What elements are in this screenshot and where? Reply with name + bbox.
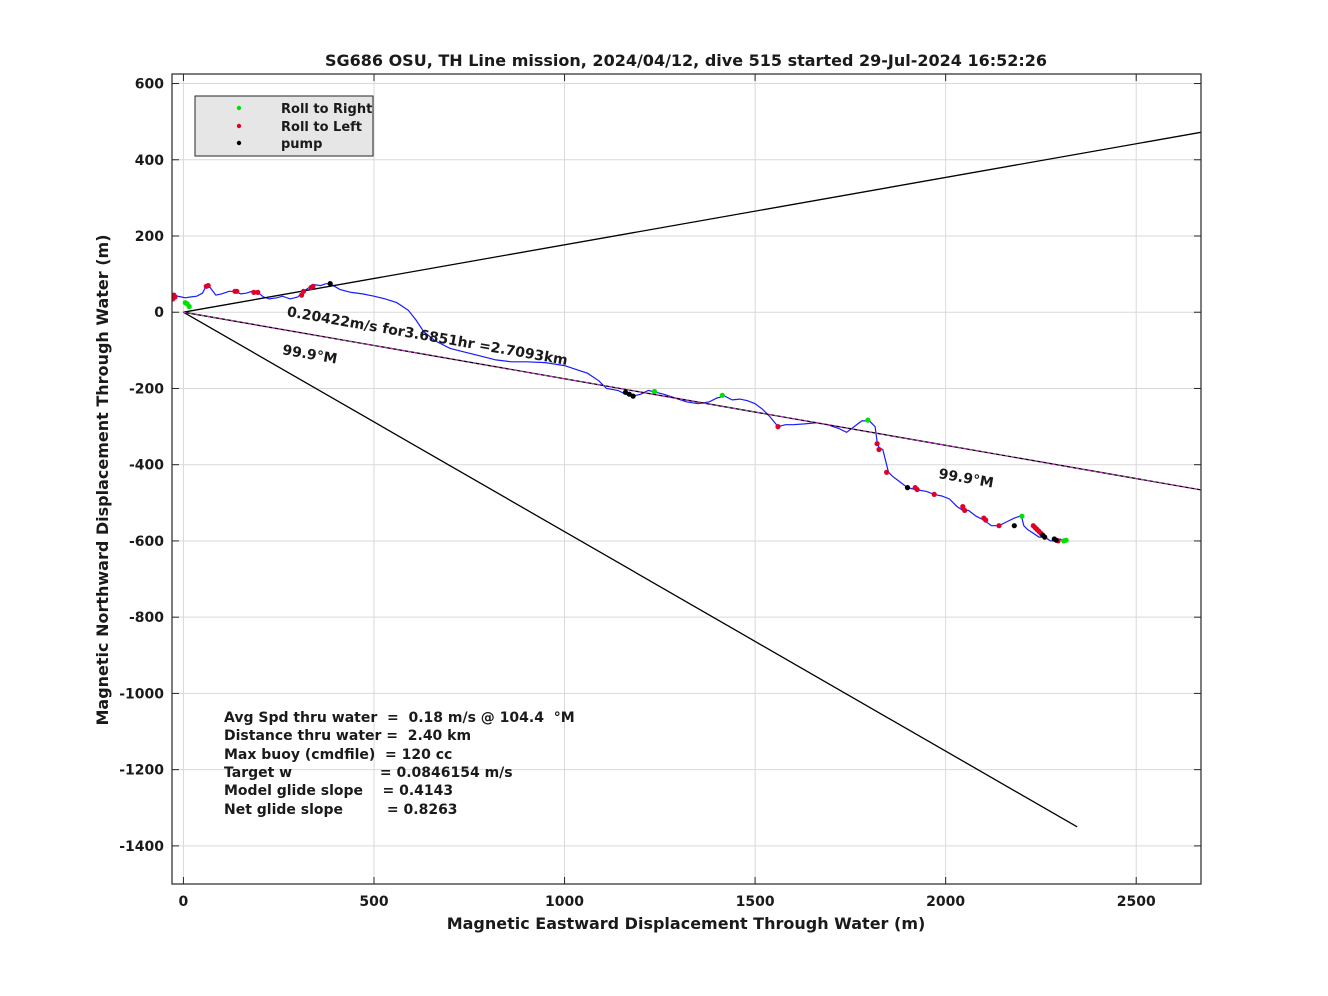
roll-right-marker <box>1019 513 1025 519</box>
pump-marker <box>630 393 636 399</box>
x-tick-label: 1000 <box>545 894 584 910</box>
stat-model-glide-slope: Model glide slope = 0.4143 <box>224 783 453 799</box>
y-tick-label: -400 <box>129 458 164 474</box>
pump-marker <box>904 485 911 491</box>
stat-target-w: Target w = 0.0846154 m/s <box>224 765 513 781</box>
chart-markers <box>172 281 1069 544</box>
legend-label-pump: pump <box>281 137 322 152</box>
y-tick-label: 400 <box>135 153 164 169</box>
annotations: 0.20422m/s for3.6851hr =2.7093km99.9°M99… <box>281 304 995 491</box>
stat-net-glide-slope: Net glide slope = 0.8263 <box>224 802 458 818</box>
y-tick-label: -600 <box>129 534 164 550</box>
y-axis-label: Magnetic Northward Displacement Through … <box>93 234 112 725</box>
x-axis-label: Magnetic Eastward Displacement Through W… <box>447 914 926 933</box>
reference-line <box>183 311 1201 491</box>
legend: Roll to Right Roll to Left pump <box>194 95 374 157</box>
roll-right-marker <box>865 417 871 423</box>
roll-left-marker <box>172 294 178 300</box>
y-tick-label: -800 <box>129 610 164 626</box>
plot-frame <box>171 73 1202 885</box>
pump-marker <box>1042 534 1048 540</box>
roll-left-marker <box>255 289 261 295</box>
reference-line <box>183 311 1078 828</box>
x-tick-label: 500 <box>359 894 388 910</box>
roll-left-marker <box>884 469 890 475</box>
stat-max-buoy: Max buoy (cmdfile) = 120 cc <box>224 747 452 763</box>
roll-left-marker <box>775 424 781 430</box>
y-tick-label: -1400 <box>119 839 164 855</box>
roll-left-marker <box>874 441 880 447</box>
chart-title: SG686 OSU, TH Line mission, 2024/04/12, … <box>325 51 1047 70</box>
legend-marker-pump <box>236 140 242 146</box>
legend-box <box>194 95 374 157</box>
roll-left-marker <box>962 507 968 513</box>
roll-left-marker <box>996 523 1002 529</box>
legend-marker-roll-right <box>236 105 242 111</box>
x-tick-label: 2500 <box>1117 894 1156 910</box>
pump-marker <box>1053 537 1059 543</box>
roll-right-marker <box>719 392 725 398</box>
roll-right-marker <box>1063 537 1069 543</box>
y-tick-label: 600 <box>135 77 164 93</box>
annotation-label: 99.9°M <box>281 342 338 367</box>
stat-avg-speed: Avg Spd thru water = 0.18 m/s @ 104.4 °M <box>224 710 575 726</box>
roll-left-marker <box>234 288 240 294</box>
y-tick-label: -1200 <box>119 763 164 779</box>
legend-label-roll-right: Roll to Right <box>281 102 372 117</box>
legend-marker-roll-left <box>236 123 242 129</box>
roll-right-marker <box>186 303 192 310</box>
roll-left-marker <box>876 446 882 453</box>
y-tick-label: 0 <box>154 305 164 321</box>
x-tick-label: 2000 <box>926 894 965 910</box>
legend-label-roll-left: Roll to Left <box>281 120 362 135</box>
roll-left-marker <box>300 288 307 294</box>
y-tick-label: 200 <box>135 229 164 245</box>
axis-ticks: 0 500 1000 1500 2000 25006004002000-200-400-6… <box>119 74 1201 910</box>
x-tick-label: 0 <box>179 894 189 910</box>
pump-marker <box>327 281 333 287</box>
reference-line <box>183 131 1201 313</box>
roll-left-marker <box>251 289 257 295</box>
pump-marker <box>1011 523 1017 529</box>
stat-distance: Distance thru water = 2.40 km <box>224 728 471 744</box>
roll-right-marker <box>651 388 658 395</box>
glider-track-line <box>172 282 1068 542</box>
y-tick-label: -200 <box>129 381 164 397</box>
chart-lines <box>172 131 1201 828</box>
roll-left-marker <box>914 486 920 493</box>
roll-left-marker <box>310 283 316 289</box>
roll-left-marker <box>205 283 211 289</box>
roll-left-marker <box>983 517 989 523</box>
roll-left-marker <box>931 491 937 497</box>
x-tick-label: 1500 <box>736 894 775 910</box>
dive-statistics: Avg Spd thru water = 0.18 m/s @ 104.4 °M… <box>224 710 575 818</box>
y-tick-label: -1000 <box>119 686 164 702</box>
